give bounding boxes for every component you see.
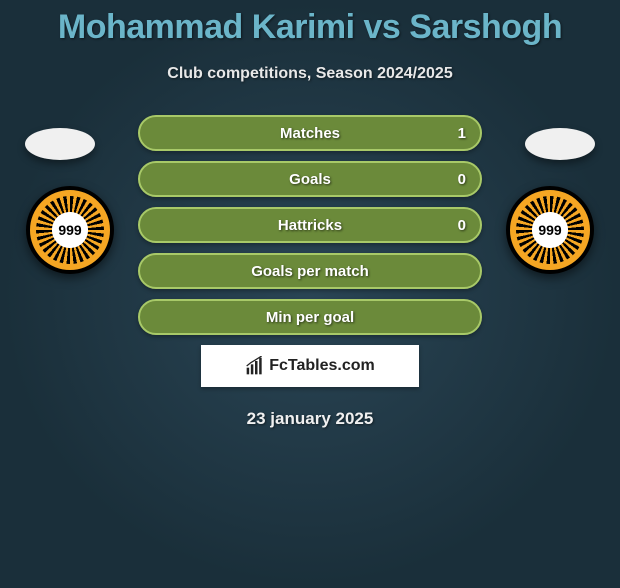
- brand-name: FcTables.com: [269, 357, 375, 375]
- stat-row-matches: Matches 1: [138, 115, 482, 151]
- stat-right: 0: [458, 217, 466, 234]
- stat-right: 1: [458, 125, 466, 142]
- badge-text-left: 999: [52, 212, 88, 248]
- stat-right: 0: [458, 171, 466, 188]
- stat-label: Min per goal: [266, 309, 354, 326]
- stat-row-min-per-goal: Min per goal: [138, 299, 482, 335]
- player-avatar-left: [25, 128, 95, 160]
- stat-label: Matches: [280, 125, 340, 142]
- date-label: 23 january 2025: [0, 409, 620, 429]
- stat-row-goals: Goals 0: [138, 161, 482, 197]
- stats-container: Matches 1 Goals 0 Hattricks 0 Goals per …: [138, 115, 482, 335]
- chart-icon: [245, 356, 265, 376]
- badge-text-right: 999: [532, 212, 568, 248]
- stat-row-goals-per-match: Goals per match: [138, 253, 482, 289]
- club-badge-right: 999: [506, 186, 594, 274]
- subtitle: Club competitions, Season 2024/2025: [0, 65, 620, 83]
- stat-label: Goals per match: [251, 263, 369, 280]
- club-badge-left: 999: [26, 186, 114, 274]
- stat-label: Hattricks: [278, 217, 342, 234]
- stat-row-hattricks: Hattricks 0: [138, 207, 482, 243]
- stat-label: Goals: [289, 171, 331, 188]
- brand-box[interactable]: FcTables.com: [201, 345, 419, 387]
- player-avatar-right: [525, 128, 595, 160]
- page-title: Mohammad Karimi vs Sarshogh: [0, 8, 620, 47]
